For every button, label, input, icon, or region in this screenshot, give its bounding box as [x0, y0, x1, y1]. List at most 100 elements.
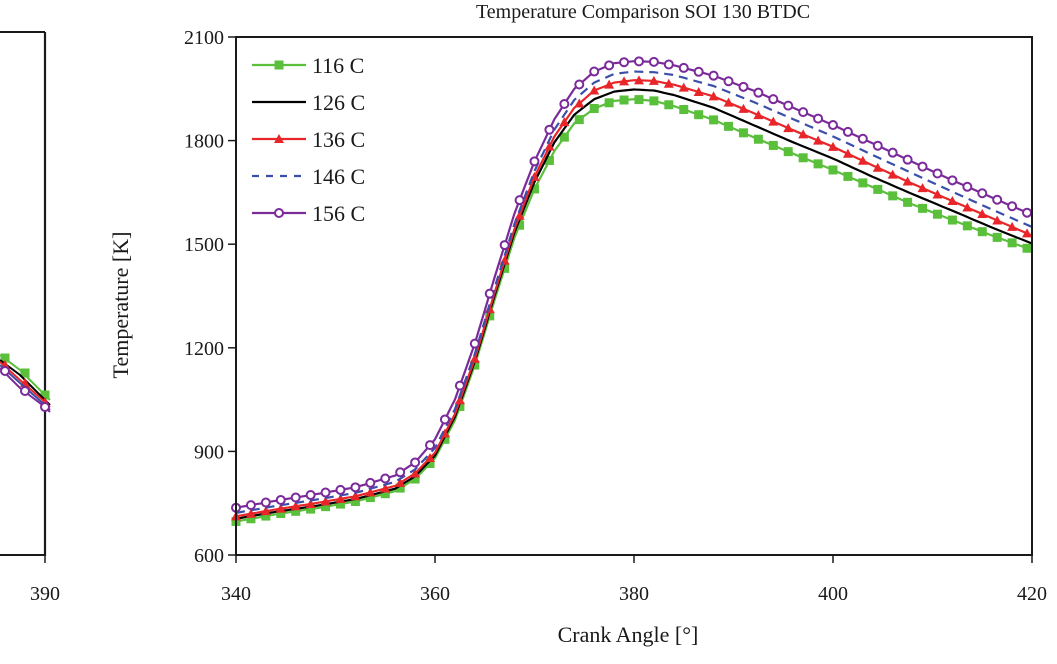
series-layer [231, 56, 1033, 527]
data-point [798, 153, 808, 163]
data-point [783, 100, 794, 111]
data-point [828, 141, 838, 151]
data-point [589, 66, 600, 77]
data-point [515, 220, 525, 230]
data-point [320, 487, 331, 498]
data-point [887, 169, 898, 179]
data-point [395, 467, 406, 478]
data-point [723, 76, 734, 87]
data-point [500, 263, 510, 273]
legend-item: 146 C [252, 164, 365, 189]
data-point [275, 503, 286, 513]
data-point [544, 141, 555, 151]
data-point [753, 87, 764, 98]
data-point [738, 81, 749, 92]
data-point [604, 98, 614, 108]
data-point [335, 499, 345, 509]
data-point [768, 140, 778, 150]
data-point [858, 178, 868, 188]
data-point [932, 168, 943, 179]
series-line [235, 88, 1033, 520]
data-point [380, 473, 391, 484]
y-axis-label: Temperature [K] [108, 232, 133, 379]
data-point [649, 96, 659, 106]
data-point [365, 487, 376, 497]
data-point [320, 496, 331, 506]
data-point [499, 240, 510, 251]
left-plot-x-tick-label: 390 [30, 583, 60, 605]
data-point [917, 183, 928, 193]
legend-item: 126 C [252, 90, 365, 115]
data-point [1007, 238, 1017, 248]
data-point [425, 458, 435, 468]
data-point [709, 115, 719, 125]
x-tick-label: 420 [1017, 583, 1047, 605]
legend-marker [274, 134, 284, 143]
data-point [514, 195, 525, 206]
data-point [604, 79, 615, 89]
series-136-c [231, 75, 1033, 521]
data-point [813, 159, 823, 169]
data-point [888, 191, 898, 201]
data-point [276, 509, 286, 519]
data-point [857, 133, 868, 144]
legend-label: 126 C [312, 90, 365, 115]
data-point [962, 202, 973, 212]
data-point [634, 95, 644, 105]
data-point [962, 221, 972, 231]
left-series-116-c [0, 353, 51, 401]
data-point [350, 496, 360, 506]
data-point [589, 85, 600, 95]
data-point [305, 498, 316, 508]
data-point [902, 176, 913, 186]
data-point [291, 506, 301, 516]
data-point [335, 484, 346, 495]
data-point [290, 501, 301, 511]
data-point [694, 110, 704, 120]
data-point [380, 483, 391, 493]
left-partial-plot: 390 [0, 31, 60, 605]
data-point [798, 107, 809, 118]
data-point [380, 489, 390, 499]
data-point [857, 155, 868, 165]
data-point [0, 366, 10, 376]
data-point [723, 97, 734, 107]
data-point [469, 353, 480, 363]
x-tick-label: 360 [420, 583, 450, 605]
series-156-c [231, 56, 1033, 513]
legend-label: 116 C [312, 53, 364, 78]
data-point [619, 95, 629, 105]
data-point [410, 474, 420, 484]
data-point [619, 57, 630, 68]
data-point [470, 360, 480, 370]
legend-label: 136 C [312, 127, 365, 152]
data-point [992, 215, 1003, 225]
data-point [544, 155, 554, 165]
left-plot-series [0, 353, 51, 413]
data-point [275, 494, 286, 505]
data-point [469, 338, 480, 349]
data-point [678, 82, 689, 92]
data-point [798, 129, 809, 139]
data-point [410, 457, 421, 468]
data-point [574, 79, 585, 90]
data-point [365, 493, 375, 503]
x-axis: 340 360 380 400 420 [221, 555, 1047, 605]
legend-label: 146 C [312, 164, 365, 189]
data-point [395, 477, 406, 487]
data-point [245, 500, 256, 511]
data-point [306, 504, 316, 514]
data-point [873, 184, 883, 194]
data-point [454, 395, 465, 405]
data-point [0, 353, 10, 363]
x-tick-label: 340 [221, 583, 251, 605]
data-point [589, 103, 599, 113]
data-point [455, 402, 465, 412]
data-point [842, 148, 853, 158]
data-point [872, 162, 883, 172]
data-point [664, 100, 674, 110]
data-point [484, 288, 495, 299]
data-point [529, 156, 540, 167]
data-point [439, 414, 450, 425]
